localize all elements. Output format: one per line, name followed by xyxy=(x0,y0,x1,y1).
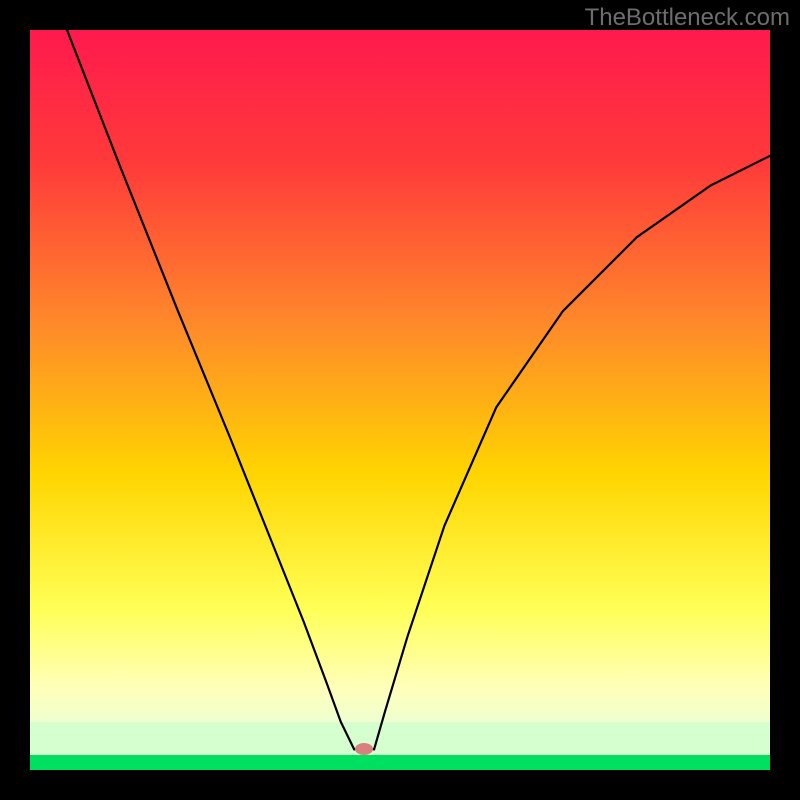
plot-area xyxy=(30,30,770,770)
chart-container: TheBottleneck.com xyxy=(0,0,800,800)
minimum-marker xyxy=(355,743,373,755)
curve-left-arm xyxy=(67,30,354,749)
watermark-text: TheBottleneck.com xyxy=(585,4,790,32)
curve-layer xyxy=(30,30,770,770)
curve-right-arm xyxy=(374,156,770,749)
